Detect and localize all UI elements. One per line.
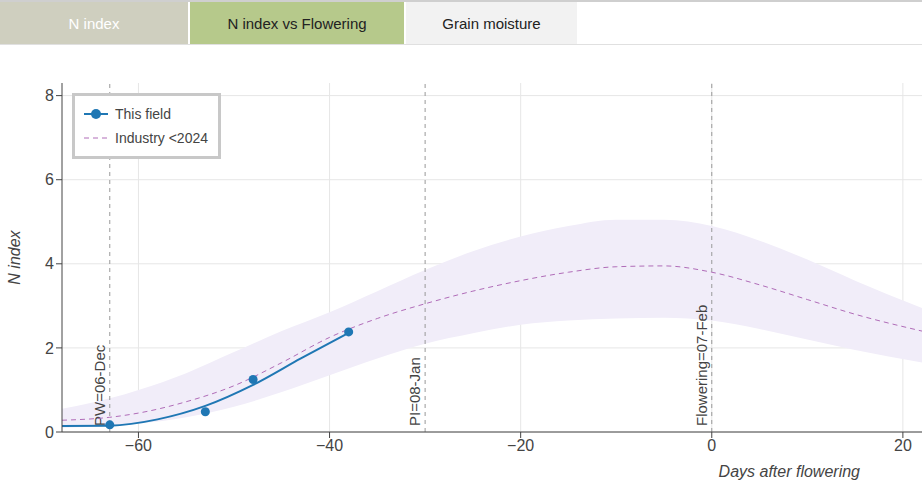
svg-text:Flowering=07-Feb: Flowering=07-Feb: [693, 305, 710, 426]
svg-text:Days after flowering: Days after flowering: [719, 463, 860, 480]
svg-text:8: 8: [45, 87, 54, 104]
html-text:N index vs Flowering: N index vs Flowering: [227, 14, 367, 32]
html-text:This field: This field: [115, 106, 171, 122]
svg-text:0: 0: [45, 424, 54, 441]
html-text:N index: N index: [68, 14, 120, 32]
html-text:Industry <2024: Industry <2024: [115, 130, 208, 146]
svg-text:20: 20: [894, 437, 912, 454]
svg-text:−60: −60: [125, 437, 152, 454]
svg-text:6: 6: [45, 171, 54, 188]
svg-text:PW=06-Dec: PW=06-Dec: [91, 344, 108, 426]
svg-text:4: 4: [45, 255, 54, 272]
svg-text:N index: N index: [8, 229, 23, 284]
svg-text:2: 2: [45, 340, 54, 357]
svg-text:PI=08-Jan: PI=08-Jan: [406, 357, 423, 426]
svg-text:−20: −20: [507, 437, 534, 454]
svg-text:−40: −40: [316, 437, 343, 454]
svg-text:0: 0: [707, 437, 716, 454]
html-text:Grain moisture: Grain moisture: [442, 14, 541, 32]
